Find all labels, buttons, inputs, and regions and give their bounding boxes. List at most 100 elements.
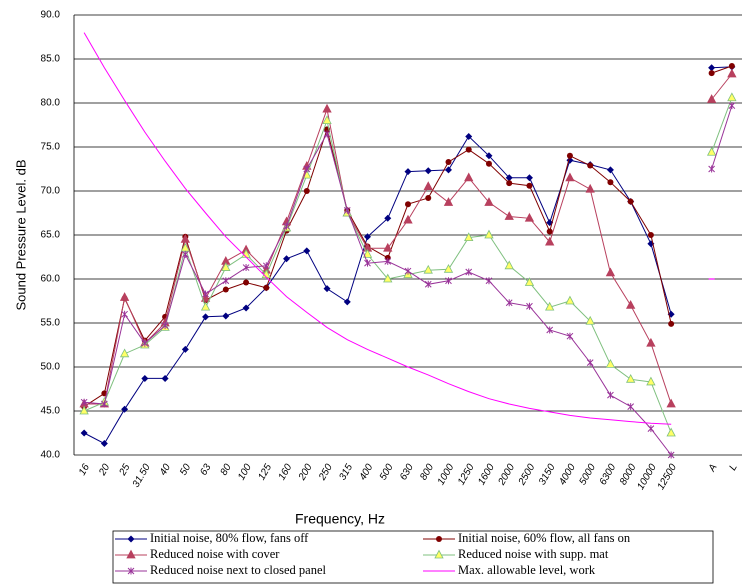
data-point	[646, 337, 656, 347]
data-point	[484, 197, 494, 206]
data-point	[221, 262, 231, 271]
data-point	[222, 286, 229, 293]
data-point	[362, 249, 373, 258]
x-tick-label: 125	[256, 462, 274, 482]
x-tick-label: 400	[358, 462, 376, 482]
data-point	[504, 260, 514, 270]
data-point	[627, 198, 634, 205]
y-tick-label: 90.0	[41, 10, 61, 21]
data-point	[443, 197, 454, 206]
y-tick-label: 40.0	[41, 450, 61, 461]
x-tick-label: 50	[178, 462, 193, 478]
data-point	[403, 214, 413, 224]
x-tick-label: 12500	[656, 462, 680, 492]
x-tick-label: 80	[219, 462, 234, 478]
data-point	[465, 268, 473, 276]
legend-marker	[436, 536, 442, 542]
data-point	[161, 374, 169, 382]
data-point	[200, 301, 211, 311]
data-point	[647, 232, 654, 238]
data-point	[222, 312, 230, 320]
x-tick-label: 2000	[496, 462, 517, 488]
x-tick-label: 31.50	[131, 462, 153, 490]
data-point	[263, 284, 270, 291]
legend-label: Reduced noise with cover	[150, 547, 280, 561]
x-tick-label: 25	[117, 462, 133, 478]
data-point	[585, 183, 595, 193]
data-point	[706, 146, 717, 156]
data-point	[565, 295, 575, 305]
data-point	[626, 300, 636, 309]
data-point	[243, 279, 250, 286]
data-point	[484, 229, 494, 239]
data-point	[524, 277, 535, 286]
data-point	[262, 262, 270, 270]
legend-box	[112, 530, 714, 584]
data-point	[465, 132, 473, 140]
legend-label: Reduced noise next to closed panel	[150, 563, 327, 577]
data-point	[565, 172, 575, 182]
data-point	[505, 299, 513, 307]
y-tick-label: 45.0	[41, 406, 61, 417]
x-tick-label: L	[727, 462, 739, 472]
data-point	[423, 181, 433, 190]
data-point	[465, 146, 472, 153]
data-point	[404, 267, 412, 275]
data-point	[668, 320, 675, 327]
data-point	[384, 214, 392, 222]
data-point	[485, 152, 493, 160]
data-point	[566, 152, 573, 159]
y-tick-label: 60.0	[41, 274, 61, 285]
data-point	[141, 374, 149, 382]
x-tick-label: 250	[317, 462, 336, 483]
data-point	[525, 174, 533, 182]
data-point	[202, 313, 210, 321]
data-point	[322, 115, 332, 124]
data-point	[202, 290, 209, 298]
data-point	[505, 174, 513, 182]
data-point	[566, 332, 574, 340]
data-point	[646, 376, 656, 386]
data-point	[626, 373, 636, 383]
data-point	[200, 293, 211, 302]
data-point	[526, 182, 533, 189]
x-tick-label: 20	[97, 462, 113, 478]
x-tick-label: 16	[77, 462, 92, 478]
data-point	[605, 267, 616, 277]
data-point	[383, 242, 393, 252]
data-point	[728, 102, 736, 110]
data-point	[343, 298, 351, 306]
data-point	[444, 166, 452, 174]
data-point	[587, 162, 594, 169]
data-point	[425, 195, 432, 202]
data-point	[445, 277, 452, 285]
data-point	[161, 322, 169, 330]
legend-label: Max. allowable level, work	[458, 563, 596, 577]
data-point	[546, 326, 554, 334]
data-point	[303, 165, 311, 173]
data-point	[424, 167, 432, 175]
x-axis-label: Frequency, Hz	[295, 511, 385, 527]
data-point	[303, 188, 310, 194]
x-tick-label: 1600	[476, 462, 497, 487]
x-tick-label: 1000	[436, 462, 457, 487]
y-tick-label: 55.0	[41, 318, 61, 329]
data-point	[545, 236, 555, 246]
x-tick-label: 315	[337, 462, 355, 482]
data-point	[181, 345, 189, 353]
data-point	[79, 405, 89, 415]
data-point	[119, 348, 130, 358]
data-point	[364, 259, 371, 267]
data-point	[605, 359, 616, 368]
x-tick-label: 8000	[618, 462, 639, 487]
x-tick-label: 3150	[537, 462, 558, 487]
data-point	[121, 405, 129, 413]
legend-marker	[127, 535, 135, 543]
x-tick-label: 40	[158, 462, 173, 478]
data-point	[323, 130, 331, 138]
data-point	[728, 63, 735, 70]
data-point	[405, 201, 411, 208]
data-point	[727, 68, 737, 78]
x-tick-label: 63	[198, 462, 213, 478]
